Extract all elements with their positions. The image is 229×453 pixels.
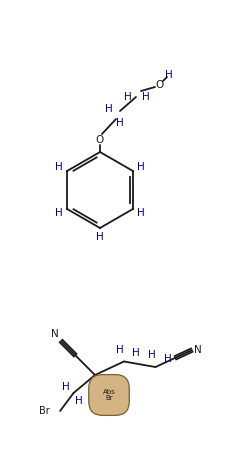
Text: H: H <box>124 92 131 102</box>
Text: N: N <box>51 329 59 339</box>
Text: O: O <box>95 135 104 145</box>
Text: H: H <box>164 70 172 80</box>
Text: H: H <box>136 208 144 218</box>
Text: H: H <box>147 350 155 360</box>
Text: H: H <box>142 92 149 102</box>
Text: H: H <box>96 232 104 242</box>
Text: H: H <box>61 382 69 392</box>
Text: H: H <box>74 396 82 406</box>
Text: H: H <box>136 162 144 172</box>
Text: H: H <box>105 104 112 114</box>
Text: H: H <box>163 354 171 364</box>
Text: H: H <box>55 208 63 218</box>
Text: O: O <box>155 80 164 90</box>
Text: Br: Br <box>39 406 50 416</box>
Text: H: H <box>55 162 63 172</box>
Text: H: H <box>116 118 123 128</box>
Text: H: H <box>116 346 123 356</box>
Text: N: N <box>193 345 201 355</box>
Text: Abs
Br: Abs Br <box>102 389 115 401</box>
Text: H: H <box>131 348 139 358</box>
